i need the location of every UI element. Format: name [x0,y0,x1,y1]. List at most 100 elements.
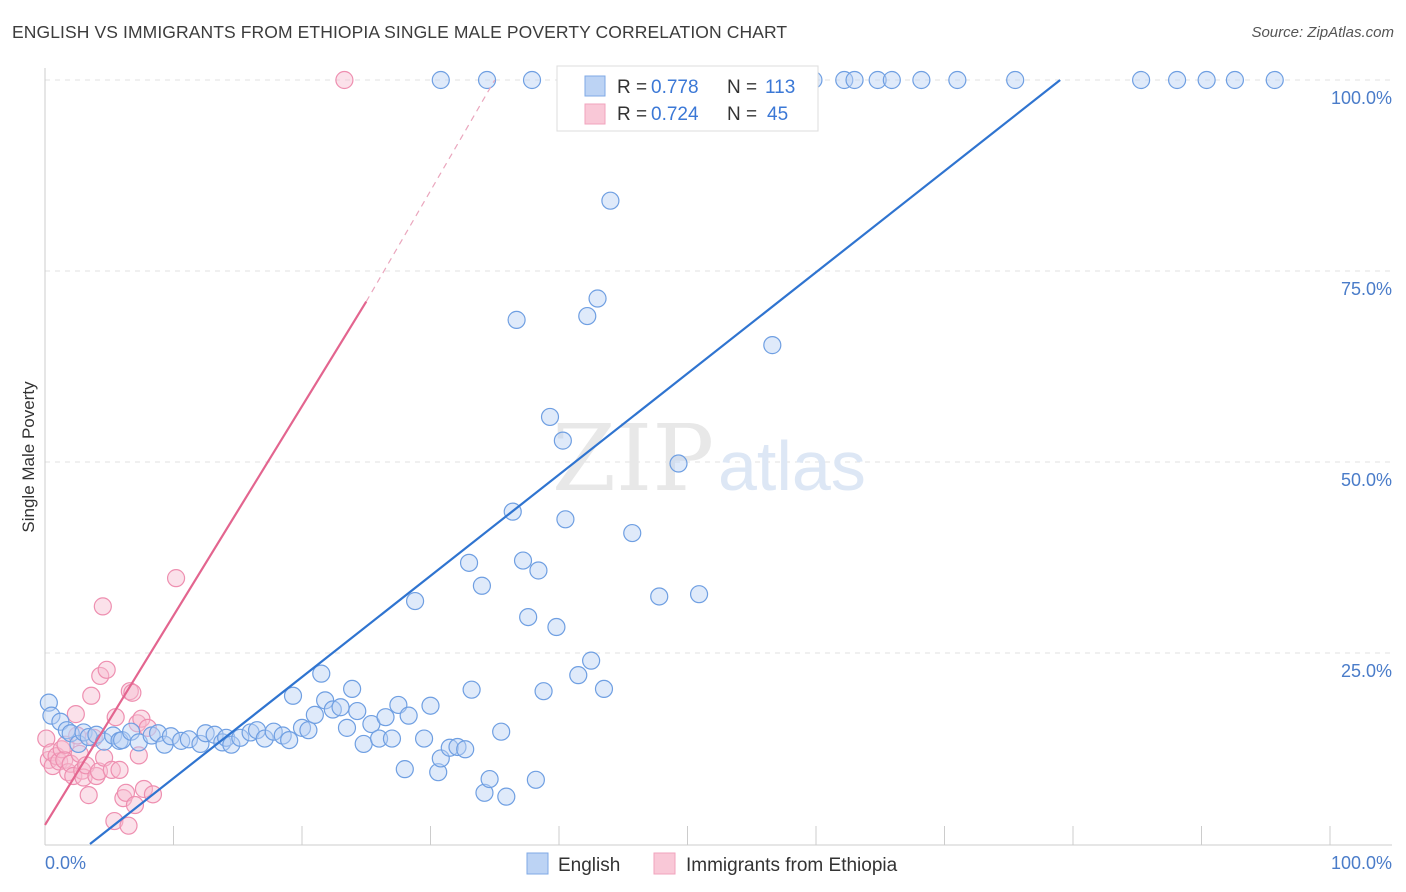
english-point [1132,70,1151,90]
english-point [459,553,479,572]
english-point [196,724,215,743]
ethiopia-point [79,786,98,805]
ethiopia-point [166,569,186,588]
english-point [601,191,620,210]
english-point [480,769,499,789]
english-point [513,551,533,570]
y-axis-label: Single Male Poverty [19,381,38,533]
english-point [948,70,967,90]
y-tick-label: 75.0% [1341,279,1392,299]
series-legend: English Immigrants from Ethiopia [526,852,898,876]
english-point [569,666,588,685]
english-point [382,729,402,748]
english-point [522,70,542,90]
english-point [191,734,210,754]
english-n-value: 113 [765,77,795,98]
tick-labels: 25.0% 50.0% 75.0% 100.0% 0.0% 100.0% [45,88,1392,873]
ethiopia-point [116,783,136,802]
english-point [331,698,350,717]
english-point [507,310,526,329]
ethiopia-r-value: 0.724 [651,104,699,125]
ethiopia-point [110,760,129,779]
english-point [526,770,545,789]
english-point [370,729,389,748]
legend-ethiopia-label: Immigrants from Ethiopia [686,855,898,876]
english-point [264,722,283,741]
english-point [588,289,607,308]
y-tick-label: 100.0% [1331,88,1392,108]
english-r-label: R = [617,77,647,98]
english-point [835,70,854,90]
ethiopia-r-label: R = [617,104,647,125]
english-point [429,763,448,782]
english-point [299,721,318,740]
legend-english-swatch [526,852,549,875]
english-point [477,70,497,90]
english-point [431,70,450,90]
english-point [912,70,931,90]
english-point [348,701,367,721]
axes [44,68,1392,846]
english-point [868,70,887,90]
english-point [395,760,414,779]
english-point [456,740,475,759]
english-point [69,734,88,754]
english-point [316,691,335,710]
stats-legend: R = 0.778 N = 113 R = 0.724 N = 45 [556,65,819,132]
english-point [594,679,614,699]
english-point [1225,70,1245,90]
english-point [179,730,199,749]
trend-lines [44,79,1061,845]
english-point [1265,70,1284,90]
watermark: ZIP atlas [552,405,866,512]
ethiopia-point [134,779,154,799]
english-point [172,731,191,750]
english-point [440,738,459,757]
english-point [222,735,241,754]
ethiopia-point [335,70,354,90]
english-point [343,679,362,699]
english-point [845,70,864,90]
english-r-value: 0.778 [651,77,699,98]
english-point [882,70,901,90]
chart-title: ENGLISH VS IMMIGRANTS FROM ETHIOPIA SING… [12,22,788,42]
english-point [1006,70,1025,90]
english-point [497,787,516,806]
ethiopia-point [37,729,56,748]
y-tick-label: 50.0% [1341,470,1392,490]
ethiopia-point [82,686,101,705]
english-point [421,696,440,715]
ethiopia-point [125,795,145,815]
english-point [547,617,566,637]
english-point [578,306,597,326]
ethiopia-point [93,597,112,616]
ethiopia-stat-swatch [584,103,606,125]
english-point [399,706,418,725]
ethiopia-n-label: N = [727,104,757,125]
ethiopia-point [102,760,121,779]
ethiopia-point [119,816,138,835]
english-point [462,680,481,699]
english-point [337,718,357,737]
english-point [582,651,601,670]
english-point [312,664,331,683]
english-stat-swatch [584,75,606,97]
ethiopia-trend-line [44,300,368,826]
x-tick-label: 100.0% [1331,853,1392,873]
watermark-atlas: atlas [718,427,866,505]
ethiopia-point [66,705,85,724]
ethiopia-point [132,709,151,728]
english-point [475,783,494,802]
english-point [553,431,572,450]
english-point [540,407,560,427]
english-point [1167,70,1187,90]
english-point [472,576,491,595]
english-point [414,729,434,748]
english-point [650,587,669,606]
english-point [231,728,250,747]
english-point [255,729,274,748]
ethiopia-point [97,660,116,679]
ethiopia-n-value: 45 [767,104,788,125]
english-point [529,561,548,580]
